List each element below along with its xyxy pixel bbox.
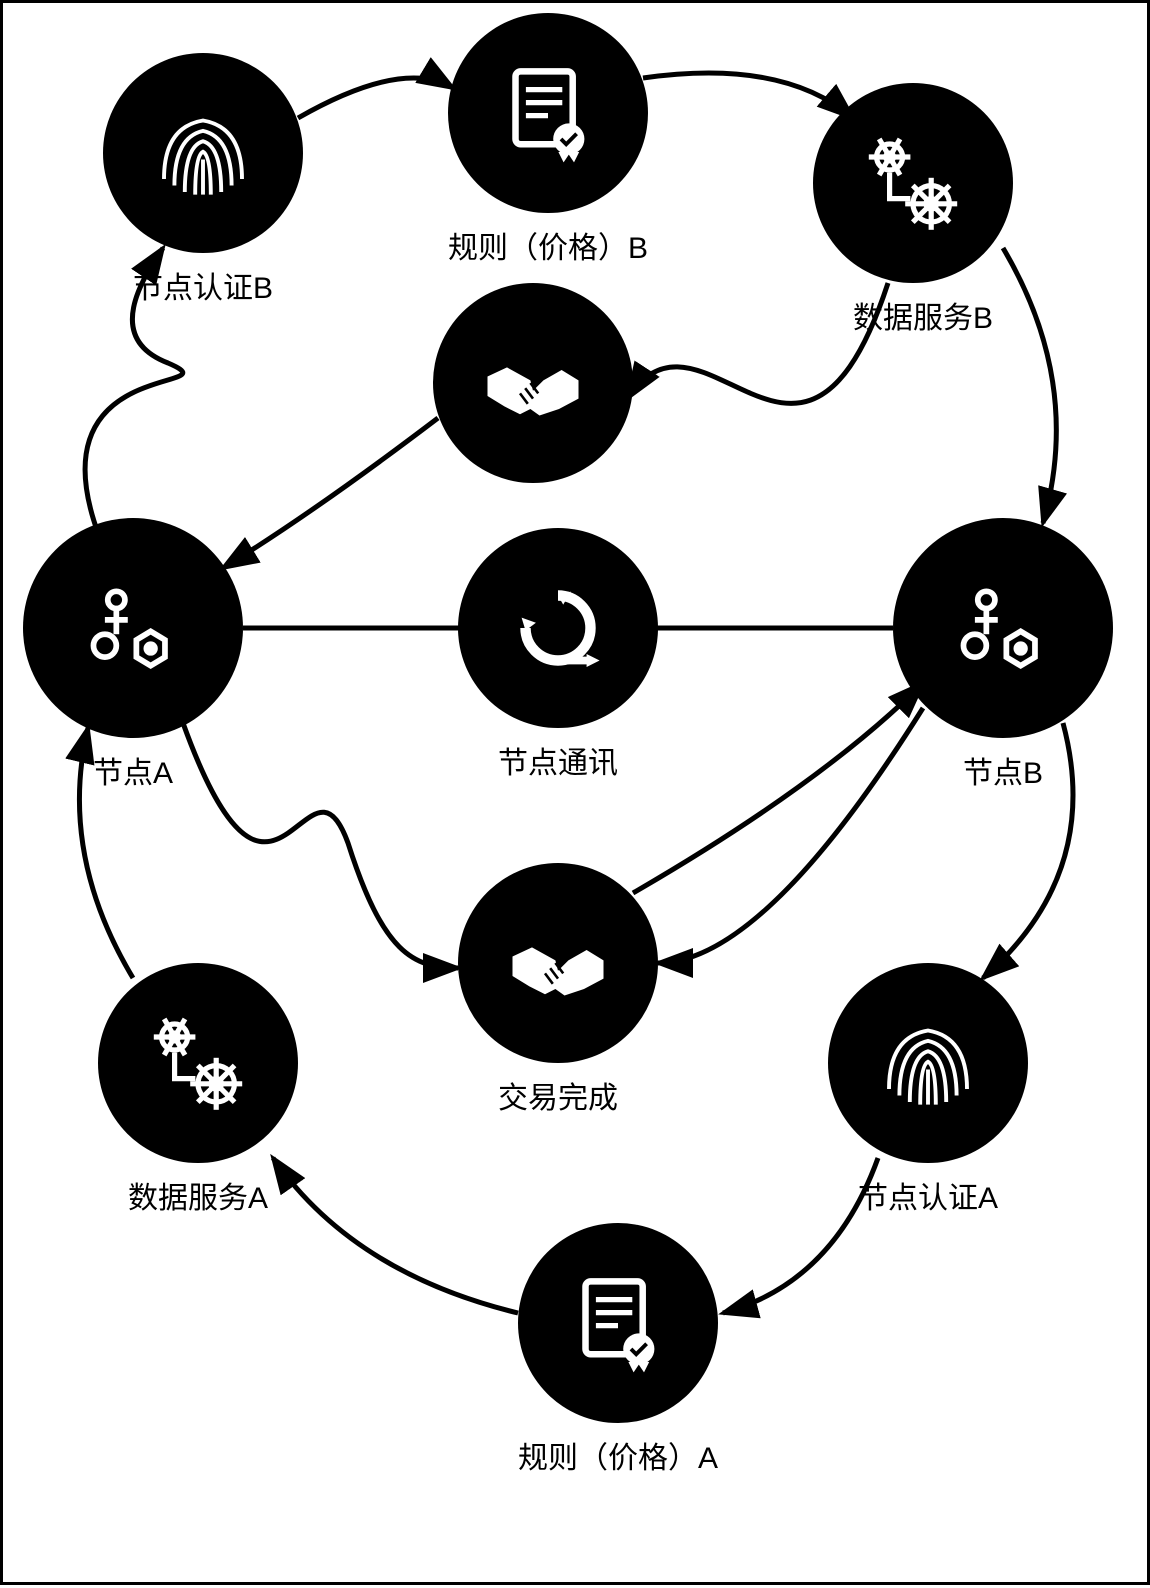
node-svcA: 数据服务A <box>98 963 298 1217</box>
node-authA: 节点认证A <box>828 963 1028 1217</box>
node-ruleB: 规则（价格）B <box>448 13 648 267</box>
nodeicon-icon <box>23 518 243 738</box>
nodeicon-icon <box>893 518 1113 738</box>
node-label: 节点A <box>93 748 173 792</box>
cycle-icon <box>458 528 658 728</box>
node-svcB: 数据服务B <box>813 83 1013 337</box>
node-label: 规则（价格）A <box>518 1433 718 1477</box>
fingerprint-icon <box>103 53 303 253</box>
document-icon <box>448 13 648 213</box>
node-label: 节点B <box>963 748 1043 792</box>
node-label: 节点通讯 <box>498 738 618 782</box>
edge <box>633 683 923 893</box>
edge <box>658 708 923 963</box>
node-label: 节点认证A <box>858 1173 998 1217</box>
node-comm: 节点通讯 <box>458 528 658 782</box>
node-authB: 节点认证B <box>103 53 303 307</box>
edge <box>223 418 438 568</box>
handshake-icon <box>458 863 658 1063</box>
gears-icon <box>813 83 1013 283</box>
node-hand1 <box>433 283 633 483</box>
node-label: 规则（价格）B <box>448 223 648 267</box>
gears-icon <box>98 963 298 1163</box>
fingerprint-icon <box>828 963 1028 1163</box>
diagram-canvas: 节点认证B 规则（价格）B 数据服务B <box>0 0 1150 1585</box>
edge <box>298 78 453 118</box>
document-icon <box>518 1223 718 1423</box>
node-nodeA: 节点A <box>23 518 243 792</box>
node-label: 数据服务B <box>853 293 993 337</box>
node-nodeB: 节点B <box>893 518 1113 792</box>
node-label: 节点认证B <box>133 263 273 307</box>
handshake-icon <box>433 283 633 483</box>
node-label: 数据服务A <box>128 1173 268 1217</box>
node-ruleA: 规则（价格）A <box>518 1223 718 1477</box>
node-label: 交易完成 <box>498 1073 618 1117</box>
edge <box>273 1158 518 1313</box>
node-hand2: 交易完成 <box>458 863 658 1117</box>
